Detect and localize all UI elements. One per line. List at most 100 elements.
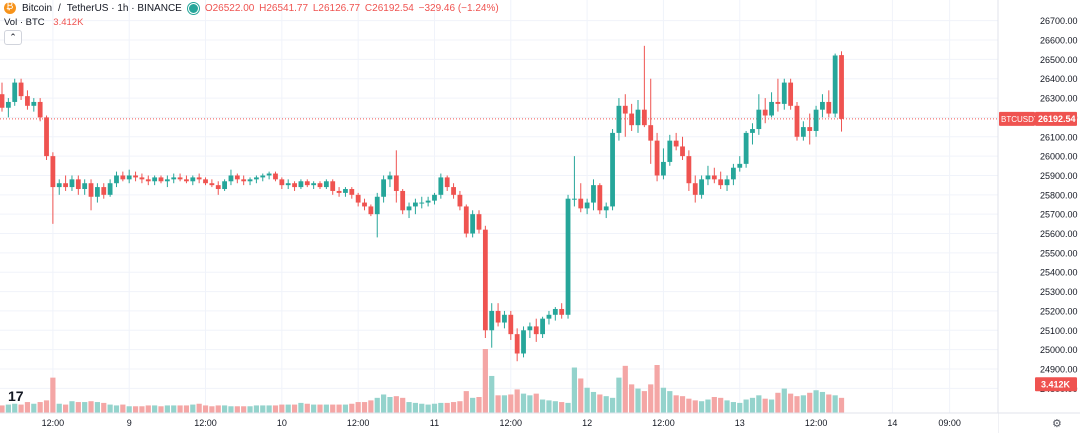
volume-bar — [457, 401, 463, 413]
market-status-icon[interactable] — [187, 2, 199, 14]
candle-body — [400, 190, 406, 211]
candle-body — [565, 198, 571, 315]
collapse-legend-button[interactable]: ⌃ — [4, 30, 22, 45]
low-value: L26126.77 — [312, 2, 361, 14]
volume-bar — [565, 402, 571, 413]
candle-body — [114, 175, 119, 184]
volume-bar — [374, 397, 380, 413]
candle-body — [158, 177, 164, 182]
candle-body — [177, 177, 183, 180]
volume-bar — [667, 391, 673, 413]
volume-bar — [120, 404, 126, 413]
volume-bar — [139, 406, 145, 413]
volume-bar — [438, 402, 444, 413]
candle-body — [145, 179, 151, 182]
volume-bar — [425, 404, 431, 413]
volume-bar — [0, 405, 5, 413]
volume-bar — [56, 403, 62, 413]
volume-bar — [476, 397, 482, 413]
candle-body — [750, 129, 755, 133]
volume-bar — [463, 391, 469, 413]
x-tick-label: 12:00 — [652, 418, 675, 428]
candle-body — [743, 132, 749, 164]
volume-bar — [37, 402, 43, 413]
x-tick-label: 12:00 — [500, 418, 523, 428]
open-value: O26522.00 — [204, 2, 255, 14]
y-tick-label: 25800.00 — [1040, 190, 1078, 200]
volume-bar — [285, 404, 291, 413]
candle-body — [711, 175, 717, 180]
candle-body — [476, 214, 482, 230]
candle-body — [603, 206, 609, 211]
y-tick-label: 26500.00 — [1040, 55, 1078, 65]
candle-body — [234, 175, 240, 180]
candle-body — [56, 183, 62, 188]
y-tick-label: 25500.00 — [1040, 248, 1078, 258]
candle-body — [502, 314, 507, 323]
volume-bar — [152, 405, 158, 413]
volume-bar — [355, 402, 361, 413]
candle-body — [12, 82, 18, 102]
tradingview-logo[interactable]: 17 — [8, 388, 24, 404]
volume-bar — [584, 387, 590, 413]
volume-bar — [838, 397, 845, 413]
volume-bar — [311, 404, 317, 413]
candle-body — [343, 189, 348, 193]
candle-body — [18, 82, 24, 97]
y-tick-label: 25100.00 — [1040, 326, 1078, 336]
volume-bar — [419, 403, 425, 413]
y-tick-label: 24900.00 — [1040, 364, 1078, 374]
volume-bar — [12, 403, 18, 413]
candle-body — [0, 94, 5, 108]
symbol-name[interactable]: Bitcoin — [22, 2, 53, 14]
candle-body — [800, 127, 806, 137]
candle-body — [228, 175, 234, 182]
candle-body — [686, 156, 692, 184]
candle-body — [731, 167, 736, 180]
candle-body — [139, 177, 145, 180]
volume-bar — [132, 406, 139, 413]
volume-bar — [635, 388, 641, 413]
volume-bar — [807, 392, 813, 413]
y-tick-label: 25900.00 — [1040, 171, 1078, 181]
gear-icon[interactable]: ⚙ — [1052, 418, 1062, 430]
volume-bar — [330, 404, 336, 413]
volume-bar — [18, 404, 24, 413]
candle-body — [591, 185, 596, 203]
candle-body — [362, 202, 367, 207]
volume-bar — [88, 401, 94, 413]
candle-body — [292, 183, 297, 188]
candle-body — [820, 101, 825, 110]
volume-bar — [737, 402, 743, 413]
y-tick-label: 25300.00 — [1040, 287, 1078, 297]
candle-body — [794, 105, 800, 137]
candle-body — [126, 175, 132, 180]
volume-bar — [641, 391, 647, 413]
volume-bar — [164, 405, 170, 413]
candle-body — [692, 183, 698, 195]
y-tick-label: 25000.00 — [1040, 345, 1078, 355]
volume-bar — [412, 402, 418, 413]
volume-bar — [552, 401, 558, 413]
volume-bar — [501, 395, 508, 413]
candle-body — [546, 314, 552, 319]
change-value: −329.46 (−1.24%) — [418, 2, 499, 14]
price-axis — [998, 0, 1080, 433]
candle-body — [101, 187, 107, 195]
candle-body — [737, 163, 743, 168]
volume-bar — [368, 400, 374, 413]
x-tick-label: 13 — [735, 418, 745, 428]
candle-body — [82, 183, 88, 190]
volume-label[interactable]: Vol · BTC — [4, 17, 45, 28]
volume-bar — [718, 397, 724, 413]
candle-body — [203, 179, 208, 184]
y-tick-label: 25700.00 — [1040, 210, 1078, 220]
y-tick-label: 26100.00 — [1040, 132, 1078, 142]
candle-body — [654, 140, 660, 176]
candle-body — [489, 310, 495, 331]
symbol-description[interactable]: TetherUS · 1h · BINANCE — [66, 2, 182, 14]
time-axis — [0, 413, 998, 433]
volume-bar — [775, 392, 781, 413]
